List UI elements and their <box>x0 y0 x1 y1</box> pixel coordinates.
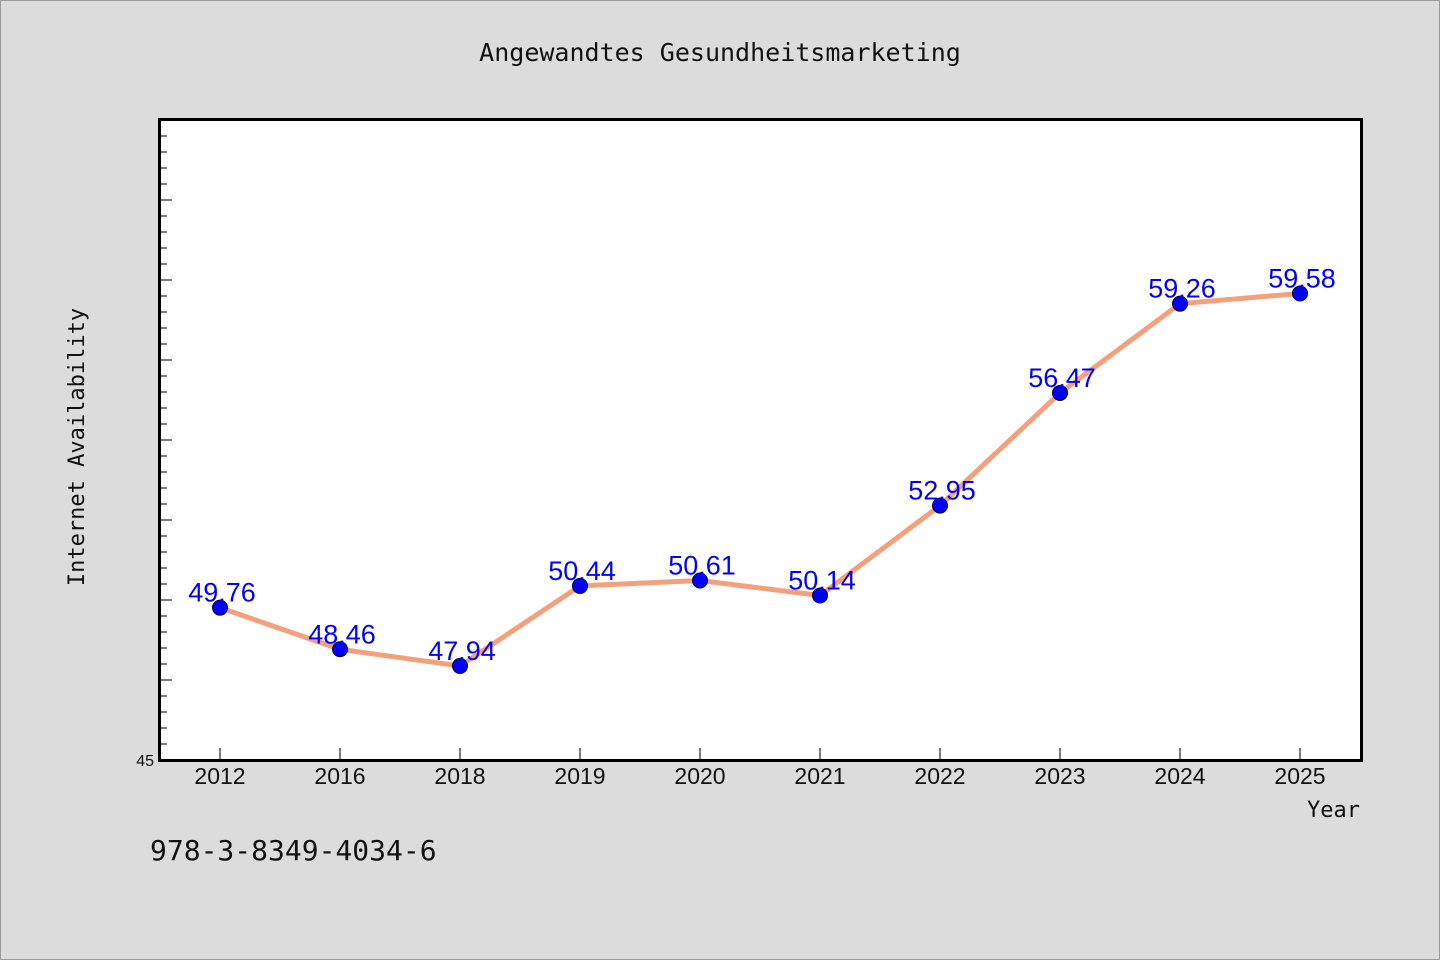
data-label: 48.46 <box>308 619 376 649</box>
data-label: 50.14 <box>788 566 856 596</box>
data-point <box>332 641 348 658</box>
data-labels: 49.76 48.46 47.94 50.44 50.61 50.14 52.95 56.47… <box>188 263 1336 665</box>
data-label: 59.26 <box>1148 274 1216 304</box>
data-label: 50.61 <box>668 550 736 580</box>
x-axis-label: Year <box>1307 798 1360 823</box>
y-axis-label: Internet Availability <box>65 308 90 586</box>
x-tick-label: 2021 <box>794 763 845 789</box>
data-point <box>1052 384 1068 401</box>
x-tick-label: 2016 <box>314 763 365 789</box>
data-point <box>1172 295 1188 312</box>
x-tick-label: 2024 <box>1154 763 1205 789</box>
data-label: 56.47 <box>1028 363 1096 393</box>
data-label: 59.58 <box>1268 263 1336 293</box>
x-tick-label: 2025 <box>1274 763 1325 789</box>
y-axis-ticks: 45 <box>136 135 172 770</box>
data-label: 47.94 <box>428 636 496 666</box>
data-point <box>1292 285 1308 302</box>
x-axis-ticks: 2012 2016 2018 2019 2020 2021 2022 2023 2024 2025 <box>194 748 1326 789</box>
data-label: 49.76 <box>188 578 256 608</box>
x-tick-label: 2019 <box>554 763 605 789</box>
isbn-note: 978-3-8349-4034-6 <box>150 834 437 867</box>
data-label: 52.95 <box>908 476 976 506</box>
plot-border <box>158 118 1363 762</box>
chart-title: Angewandtes Gesundheitsmarketing <box>479 38 961 67</box>
y-tick-label: 45 <box>136 753 154 770</box>
x-tick-label: 2022 <box>914 763 965 789</box>
data-point <box>212 599 228 616</box>
data-point <box>692 572 708 589</box>
series-layer <box>212 285 1308 674</box>
x-tick-label: 2023 <box>1034 763 1085 789</box>
data-point <box>812 587 828 604</box>
x-tick-label: 2012 <box>194 763 245 789</box>
data-point <box>932 497 948 514</box>
plot-area <box>159 119 1362 761</box>
series-line <box>217 290 1303 669</box>
data-point <box>452 657 468 674</box>
data-label: 50.44 <box>548 556 616 586</box>
data-point <box>572 577 588 594</box>
x-tick-label: 2020 <box>674 763 725 789</box>
x-tick-label: 2018 <box>434 763 485 789</box>
